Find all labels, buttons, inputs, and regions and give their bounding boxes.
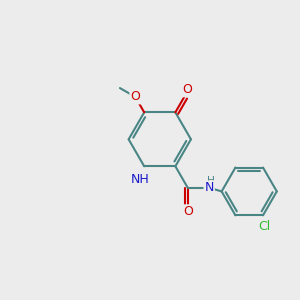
Text: H: H (207, 176, 215, 186)
Text: NH: NH (130, 173, 149, 186)
Text: Cl: Cl (259, 220, 271, 232)
Text: N: N (205, 182, 214, 194)
Text: O: O (130, 90, 140, 104)
Text: O: O (182, 83, 192, 96)
Text: O: O (183, 206, 193, 218)
